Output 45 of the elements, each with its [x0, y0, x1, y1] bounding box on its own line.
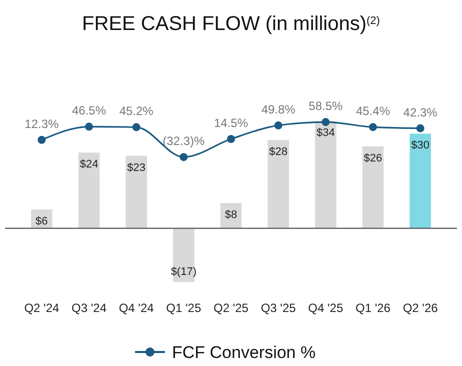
- x-tick-label: Q2 '24: [24, 301, 60, 315]
- bar: [362, 146, 384, 228]
- point: [38, 136, 46, 144]
- data-label: 49.8%: [261, 102, 296, 116]
- data-label: 45.2%: [119, 104, 154, 118]
- x-tick-label: Q4 '25: [308, 301, 344, 315]
- point: [368, 123, 377, 132]
- data-label: (32.3)%: [162, 134, 205, 148]
- chart-title: FREE CASH FLOW (in millions)$^{(2)}$: [82, 13, 380, 35]
- bar: [268, 140, 289, 228]
- point: [85, 122, 94, 131]
- data-label: 58.5%: [308, 99, 343, 114]
- data-label: 12.3%: [24, 116, 60, 131]
- x-tick-label: Q2 '26: [402, 301, 438, 315]
- x-tick-label: Q3 '24: [72, 301, 107, 315]
- data-label: 46.5%: [72, 104, 106, 118]
- point: [180, 153, 188, 162]
- data-label: $23: [127, 162, 146, 174]
- point: [132, 123, 140, 132]
- data-label: 14.5%: [214, 116, 248, 130]
- data-label: $34: [316, 127, 335, 140]
- data-label: $28: [269, 146, 288, 158]
- x-tick-label: Q1 '25: [166, 301, 202, 315]
- legend-label: FCF Conversion %: [172, 343, 316, 362]
- point: [274, 121, 282, 130]
- data-label: $30: [411, 140, 430, 152]
- point: [227, 135, 235, 144]
- bar: [126, 156, 147, 228]
- data-label: $26: [364, 152, 382, 164]
- data-label: $(17): [170, 266, 197, 278]
- x-tick-label: Q2 '25: [214, 301, 249, 315]
- x-tick-label: Q4 '24: [118, 301, 154, 315]
- bar: [173, 228, 194, 282]
- data-label: $8: [224, 209, 238, 222]
- data-label: $24: [80, 158, 98, 171]
- point: [416, 124, 424, 132]
- x-tick-label: Q3 '25: [260, 301, 296, 315]
- x-tick-label: Q1 '26: [355, 301, 391, 315]
- bar: [315, 121, 336, 228]
- data-label: 45.4%: [356, 104, 390, 118]
- bar: [78, 152, 100, 228]
- data-label: $6: [36, 215, 48, 228]
- bar: [410, 134, 431, 228]
- point: [322, 118, 330, 126]
- data-label: 42.3%: [403, 105, 438, 120]
